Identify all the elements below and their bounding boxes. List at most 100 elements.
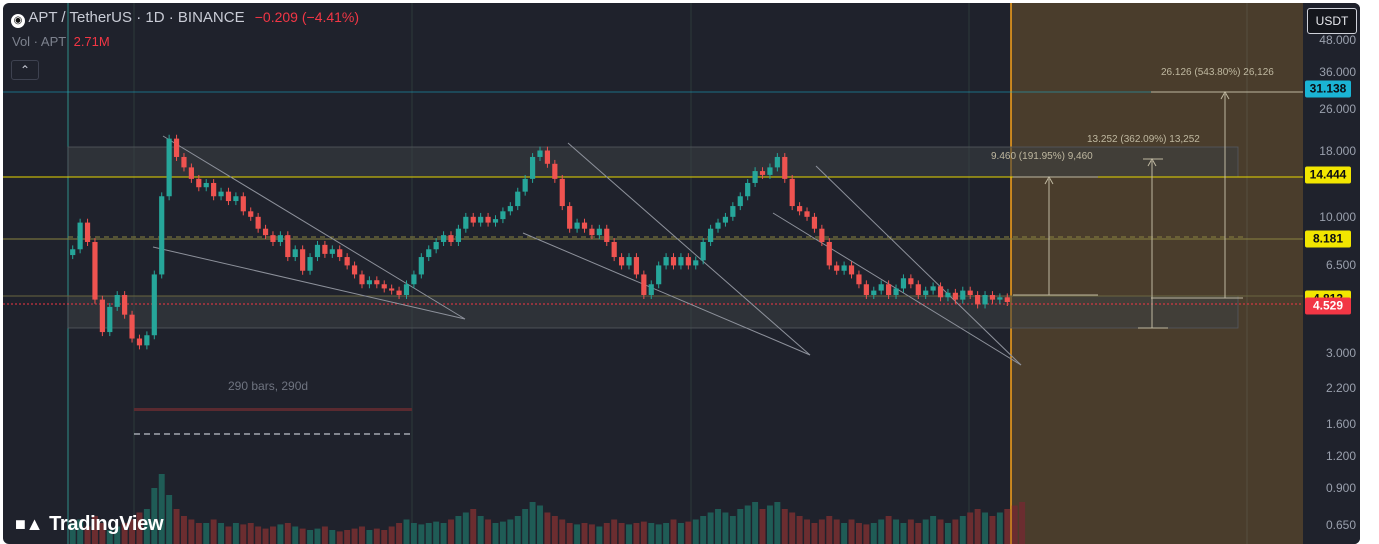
volume-bar xyxy=(974,509,981,544)
candle-body xyxy=(181,156,187,168)
volume-bar xyxy=(299,528,306,544)
candle-body xyxy=(255,216,261,229)
candle-body xyxy=(767,167,773,175)
tradingview-logo[interactable]: ■▲ TradingView xyxy=(15,513,164,536)
volume-bar xyxy=(915,523,922,544)
candle-body xyxy=(114,295,120,307)
axis-tick-label: 3.000 xyxy=(1325,345,1356,360)
symbol-name: APT / TetherUS xyxy=(28,9,133,26)
chart-frame[interactable]: 9.460 (191.95%) 9,460 13.252 (362.09%) 1… xyxy=(3,3,1360,544)
collapse-legend-button[interactable]: ⌃ xyxy=(11,60,39,80)
candle-body xyxy=(737,196,743,207)
candle-body xyxy=(196,178,202,188)
volume-bar xyxy=(677,523,684,544)
volume-bar xyxy=(225,526,232,544)
candle-body xyxy=(262,228,269,236)
separator: · xyxy=(136,9,142,26)
price-tag: 31.138 xyxy=(1305,80,1351,98)
volume-bar xyxy=(618,523,625,544)
volume-legend[interactable]: Vol · APT 2.71M xyxy=(12,34,110,49)
candle-body xyxy=(225,191,232,202)
candle-body xyxy=(967,290,973,296)
projection-arrows xyxy=(1013,90,1303,329)
volume-bar xyxy=(477,516,484,544)
volume-bar xyxy=(559,519,566,544)
volume-bar xyxy=(907,519,914,544)
axis-tick-label: 48.000 xyxy=(1319,32,1356,47)
axis-tick-label: 6.500 xyxy=(1325,258,1356,273)
axis-tick-label: 0.900 xyxy=(1325,481,1356,496)
volume-bar xyxy=(418,524,425,544)
volume-bar xyxy=(1011,505,1018,544)
candle-body xyxy=(878,284,884,291)
candle-body xyxy=(960,290,966,300)
volume-bar xyxy=(166,495,173,544)
candle-body xyxy=(952,292,958,300)
candle-body xyxy=(529,156,536,179)
candle-body xyxy=(937,286,944,298)
volume-bar xyxy=(707,512,714,544)
candle-body xyxy=(99,299,105,333)
candle-body xyxy=(581,222,588,229)
axis-tick-label: 1.600 xyxy=(1325,416,1356,431)
volume-bar xyxy=(789,512,796,544)
candle-body xyxy=(396,290,402,296)
volume-bar xyxy=(210,519,217,544)
price-change: −0.209 (−4.41%) xyxy=(254,9,360,25)
candle-body xyxy=(218,191,224,197)
axis-tick-label: 2.200 xyxy=(1325,380,1356,395)
volume-bar xyxy=(514,516,521,544)
candle-body xyxy=(470,216,476,223)
volume-bar xyxy=(774,502,781,544)
volume-bar xyxy=(796,516,803,544)
candle-body xyxy=(166,138,172,197)
volume-bar xyxy=(181,516,187,544)
volume-bars xyxy=(69,474,1026,544)
price-plot[interactable]: 9.460 (191.95%) 9,460 13.252 (362.09%) 1… xyxy=(3,3,1303,544)
volume-bar xyxy=(84,526,91,544)
candle-body xyxy=(789,178,795,207)
candle-body xyxy=(863,284,869,296)
volume-bar xyxy=(492,523,499,544)
volume-bar xyxy=(588,524,595,544)
candle-body xyxy=(292,249,298,258)
currency-button[interactable]: USDT xyxy=(1307,8,1357,34)
bars-range-label: 290 bars, 290d xyxy=(228,379,308,393)
candle-body xyxy=(240,196,246,212)
volume-bar xyxy=(151,488,158,544)
candle-body xyxy=(359,274,365,285)
volume-bar xyxy=(240,524,247,544)
candle-body xyxy=(982,295,988,305)
chevron-up-icon: ⌃ xyxy=(19,63,31,77)
candle-body xyxy=(567,206,573,229)
candle-body xyxy=(440,235,447,242)
candle-body xyxy=(989,295,996,300)
candle-body xyxy=(233,196,239,202)
volume-bar xyxy=(307,530,314,544)
volume-bar xyxy=(930,516,937,544)
volume-bar xyxy=(870,523,877,544)
symbol-legend[interactable]: ◉ APT / TetherUS · 1D · BINANCE −0.209 (… xyxy=(11,9,359,28)
candle-body xyxy=(544,150,551,164)
candle-body xyxy=(834,265,840,271)
volume-bar xyxy=(989,516,996,544)
candle-body xyxy=(923,290,929,296)
volume-bar xyxy=(670,519,677,544)
volume-bar xyxy=(737,509,744,544)
volume-bar xyxy=(425,523,432,544)
candle-body xyxy=(693,260,699,266)
candle-body xyxy=(448,235,454,242)
candle-body xyxy=(381,284,387,289)
volume-bar xyxy=(448,519,454,544)
volume-bar xyxy=(937,519,944,544)
price-axis[interactable]: USDT 48.000 36.000 26.000 18.000 10.000 6.500… xyxy=(1303,3,1360,544)
candle-body xyxy=(730,206,736,217)
candle-body xyxy=(515,191,521,207)
candle-body xyxy=(374,280,380,285)
volume-bar xyxy=(752,502,759,544)
volume-bar xyxy=(982,512,989,544)
volume-bar xyxy=(232,523,239,544)
volume-bar xyxy=(410,523,417,544)
volume-bar xyxy=(529,502,536,544)
candle-body xyxy=(500,211,506,220)
